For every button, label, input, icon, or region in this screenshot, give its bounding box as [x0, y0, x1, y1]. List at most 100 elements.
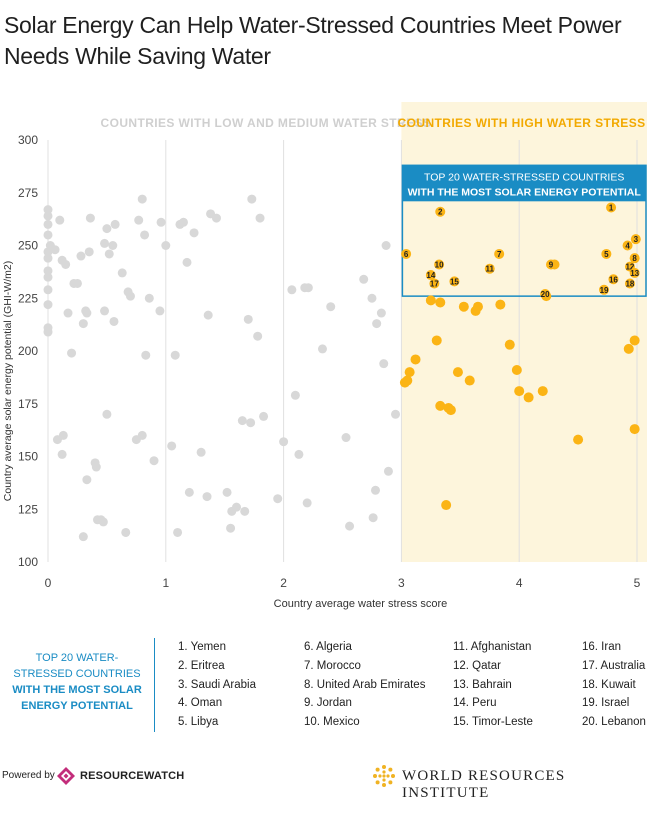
top20-point-label: 20: [541, 290, 550, 299]
top20-point-label: 17: [430, 279, 439, 288]
y-tick-label: 125: [18, 502, 38, 516]
high-stress-point: [445, 405, 456, 416]
legend-title: TOP 20 WATER-STRESSED COUNTRIES WITH THE…: [12, 650, 142, 714]
high-stress-point: [573, 434, 584, 445]
low-stress-point: [43, 285, 53, 295]
top20-point: [425, 270, 436, 281]
low-stress-point: [302, 498, 312, 508]
low-stress-point: [202, 492, 212, 502]
high-stress-point: [629, 424, 640, 435]
top20-point: [434, 259, 445, 270]
low-stress-point: [141, 350, 151, 360]
low-stress-point: [170, 350, 180, 360]
footer: Powered by RESOURCEWATCH WORLD RESOURCES…: [0, 764, 648, 801]
low-stress-point: [144, 293, 154, 303]
y-tick-label: 275: [18, 186, 38, 200]
high-stress-point: [441, 500, 452, 511]
top20-point: [449, 276, 460, 287]
top20-point: [629, 253, 640, 264]
legend-item: 10. Mexico: [304, 716, 360, 729]
low-stress-point: [383, 466, 393, 476]
top20-point-label: 16: [609, 275, 618, 284]
y-tick-label: 225: [18, 291, 38, 305]
resourcewatch-wordmark[interactable]: RESOURCEWATCH: [80, 770, 185, 782]
top20-callout-header: [402, 165, 646, 202]
low-stress-point: [173, 527, 183, 537]
top20-point-label: 19: [600, 286, 609, 295]
low-stress-point: [237, 416, 247, 426]
low-stress-point: [156, 217, 166, 227]
low-stress-point: [255, 213, 265, 223]
top20-point: [629, 267, 640, 278]
low-stress-point: [63, 308, 73, 318]
x-tick-label: 0: [45, 576, 52, 590]
low-stress-point: [376, 308, 386, 318]
top20-point-label: 13: [630, 269, 639, 278]
resourcewatch-logo-icon[interactable]: [56, 766, 76, 786]
low-stress-point: [43, 300, 53, 310]
low-stress-point: [367, 293, 377, 303]
legend-column-1: 1. Yemen 2. Eritrea 3. Saudi Arabia 4. O…: [178, 638, 256, 732]
top20-point: [540, 289, 551, 300]
low-stress-point: [78, 532, 88, 542]
high-stress-point: [504, 339, 515, 350]
low-stress-point: [117, 268, 127, 278]
top20-point-label: 5: [604, 250, 609, 259]
low-stress-point: [82, 475, 92, 485]
high-stress-point: [470, 305, 481, 316]
low-stress-point: [82, 308, 92, 318]
high-stress-point: [623, 343, 634, 354]
high-stress-point: [511, 364, 522, 375]
low-stress-point: [161, 241, 171, 250]
top20-point: [494, 248, 505, 259]
wri-logo-icon[interactable]: [372, 764, 396, 788]
low-stress-point: [368, 513, 378, 523]
high-stress-point: [523, 392, 534, 403]
low-stress-point: [109, 316, 119, 326]
low-stress-point: [182, 257, 192, 267]
low-stress-point: [140, 230, 150, 240]
low-stress-point: [231, 502, 241, 512]
low-stress-point: [294, 449, 304, 459]
low-stress-point: [137, 430, 147, 440]
high-stress-point: [537, 386, 548, 397]
legend-column-3: 11. Afghanistan 12. Qatar 13. Bahrain 14…: [453, 638, 533, 732]
low-stress-point: [184, 487, 194, 497]
top20-point: [429, 278, 440, 289]
legend-item: 9. Jordan: [304, 697, 352, 710]
high-stress-point: [435, 400, 446, 411]
wri-wordmark[interactable]: WORLD RESOURCES INSTITUTE: [402, 768, 566, 801]
top20-point: [608, 274, 619, 285]
low-stress-point: [391, 409, 401, 419]
x-axis-label: Country average water stress score: [274, 598, 448, 610]
low-stress-point: [259, 411, 269, 421]
legend-item: 14. Peru: [453, 697, 497, 710]
x-tick-label: 3: [398, 576, 405, 590]
high-stress-point: [425, 295, 436, 306]
x-tick-label: 5: [634, 576, 641, 590]
low-stress-point: [290, 390, 300, 400]
low-stress-point: [222, 487, 232, 497]
low-stress-point: [102, 409, 112, 419]
high-stress-point: [435, 297, 446, 308]
low-stress-point: [110, 219, 120, 229]
low-stress-point: [78, 319, 88, 329]
y-axis-label: Country average solar energy potential (…: [2, 261, 14, 501]
top20-point-label: 14: [426, 271, 435, 280]
low-stress-point: [273, 494, 283, 504]
top20-point-label: 8: [632, 254, 637, 263]
x-tick-label: 4: [516, 576, 523, 590]
top20-point: [546, 259, 557, 270]
low-stress-point: [43, 219, 53, 229]
legend-item: 8. United Arab Emirates: [304, 678, 426, 691]
low-stress-point: [85, 213, 95, 223]
legend-item: 3. Saudi Arabia: [178, 678, 257, 691]
legend-title-line1: TOP 20 WATER-STRESSED COUNTRIES: [13, 652, 141, 680]
low-stress-point: [43, 266, 53, 276]
low-stress-point: [167, 441, 177, 451]
top20-point-label: 9: [549, 260, 554, 269]
x-tick-label: 2: [280, 576, 287, 590]
low-stress-point: [43, 272, 53, 282]
low-stress-point: [246, 418, 256, 428]
low-stress-point: [43, 211, 53, 221]
